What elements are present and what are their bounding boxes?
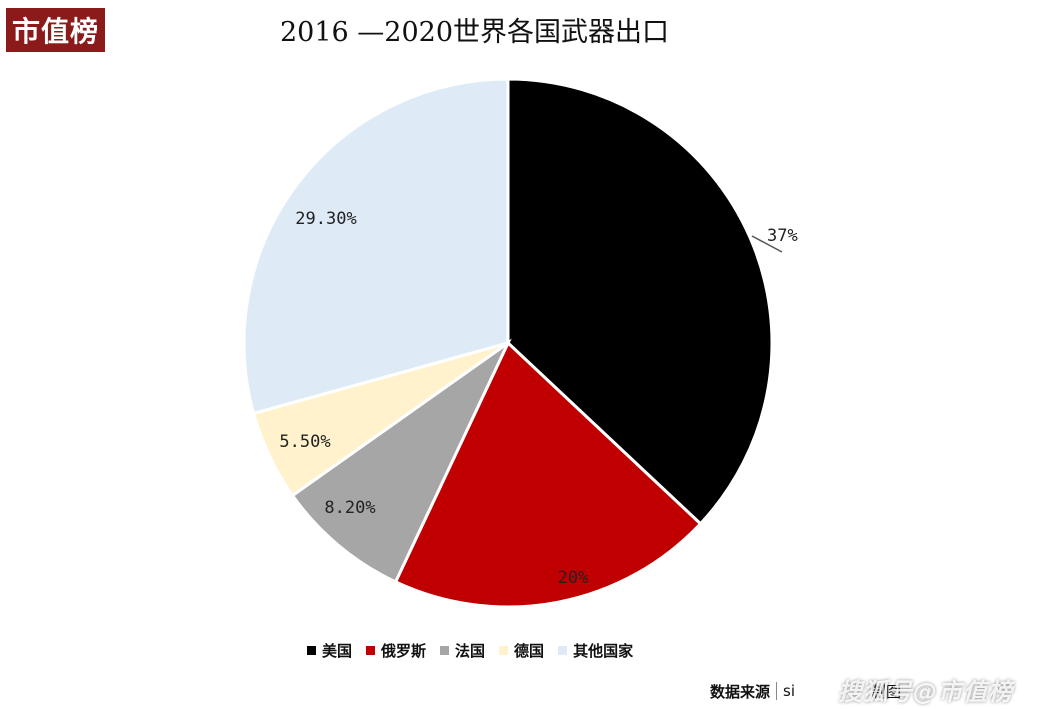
brand-logo: 市值榜 [6, 8, 105, 52]
legend: 美国 俄罗斯 法国 德国 其他国家 [307, 640, 633, 660]
legend-label: 法国 [455, 641, 486, 660]
legend-label: 其他国家 [573, 641, 634, 660]
slice-labels: 37% 20% 8.20% 5.50% 29.30% [279, 209, 797, 588]
slice-label-3: 5.50% [279, 432, 330, 452]
leader-line-us [751, 235, 783, 253]
chart-title: 2016 —2020世界各国武器出口 [280, 17, 670, 48]
legend-item-0: 美国 [307, 640, 352, 661]
pie-slices [242, 77, 774, 609]
legend-swatch [366, 645, 376, 655]
source-label: 数据来源 [710, 682, 771, 701]
legend-label: 美国 [322, 641, 353, 660]
legend-swatch [440, 645, 450, 655]
footer: 数据来源 si 制图 [710, 680, 901, 702]
legend-swatch [499, 645, 509, 655]
pie-slice-1 [393, 340, 703, 609]
legend-label: 德国 [514, 641, 545, 660]
pie-slice-4 [242, 77, 510, 416]
slice-label-1: 20% [558, 568, 589, 588]
pie-slice-2 [290, 338, 512, 584]
slice-label-4: 29.30% [295, 209, 356, 229]
legend-item-1: 俄罗斯 [366, 640, 426, 661]
legend-label: 俄罗斯 [381, 641, 427, 660]
legend-item-4: 其他国家 [558, 640, 633, 661]
legend-swatch [307, 645, 316, 655]
legend-item-3: 德国 [499, 640, 544, 661]
pie-slice-0 [506, 77, 774, 526]
slice-label-0: 37% [767, 226, 798, 246]
watermark: 搜狐号@市值榜 [838, 678, 1013, 706]
legend-item-2: 法国 [440, 640, 485, 661]
footer-divider [776, 682, 778, 700]
legend-swatch [558, 645, 568, 655]
maker-text: 制图 [871, 682, 902, 701]
slice-label-2: 8.20% [324, 498, 375, 518]
source-value: si [783, 682, 795, 700]
